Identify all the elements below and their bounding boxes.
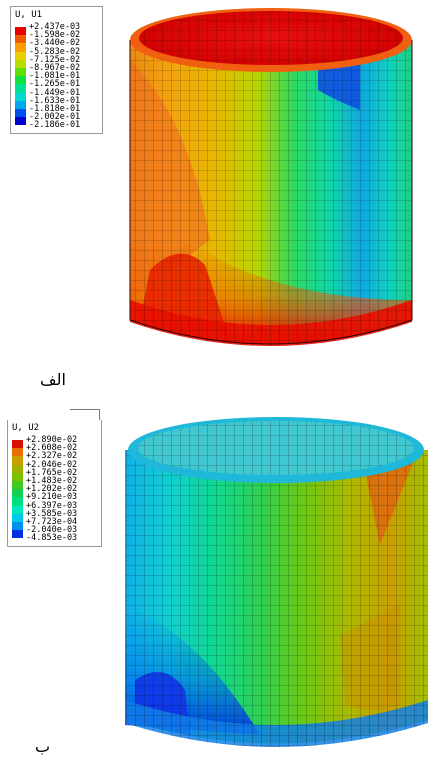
legend-value: -1.598e-02	[29, 30, 81, 41]
legend-value: -1.633e-01	[29, 95, 81, 106]
legend-value: -1.081e-01	[29, 71, 81, 82]
legend-value: -3.440e-02	[29, 38, 81, 49]
legend-value: -4.853e-03	[26, 533, 78, 544]
frame-line	[70, 409, 100, 410]
caption-b: ب	[35, 737, 51, 756]
legend-value: +2.437e-03	[29, 22, 81, 32]
legend-value: -2.002e-01	[29, 112, 81, 123]
legend-value: +9.210e-03	[26, 492, 78, 503]
legend-value: -1.265e-01	[29, 79, 81, 90]
legend-value: -1.818e-01	[29, 103, 81, 114]
cylinder-mesh-u2-icon	[125, 417, 428, 747]
legend-value: +2.046e-02	[26, 459, 78, 470]
legend-value: +1.483e-02	[26, 475, 78, 486]
legend-value: -2.186e-01	[29, 120, 81, 131]
legend-title: U, U2	[12, 423, 40, 433]
legend-value: +3.585e-03	[26, 508, 78, 519]
cylinder-mesh-u1-icon	[129, 8, 413, 346]
legend-value: +7.723e-04	[26, 516, 78, 527]
figure-a	[0, 0, 430, 360]
legend-value: -1.449e-01	[29, 87, 81, 98]
figure-b	[0, 405, 430, 765]
legend-value: -2.040e-03	[26, 525, 78, 536]
legend-value: +2.608e-02	[26, 443, 78, 454]
legend-value: -5.283e-02	[29, 46, 81, 57]
frame-line	[99, 409, 100, 427]
legend-color-bar	[12, 440, 23, 542]
legend-u1: U, U1 +2.437e-03 -1.598e-02 -3.440e-02 -…	[10, 6, 103, 135]
legend-value: -7.125e-02	[29, 54, 81, 65]
legend-value: +1.765e-02	[26, 467, 78, 478]
caption-a: الف	[40, 370, 66, 389]
legend-value: +2.890e-02	[26, 435, 78, 445]
legend-title: U, U1	[15, 10, 43, 20]
legend-value: -8.967e-02	[29, 62, 81, 73]
legend-value: +6.397e-03	[26, 500, 78, 511]
legend-value: +1.202e-02	[26, 484, 78, 495]
legend-color-bar	[15, 27, 26, 129]
legend-u2: U, U2 +2.890e-02 +2.608e-02 +2.327e-02 +…	[7, 420, 102, 548]
legend-value: +2.327e-02	[26, 451, 78, 462]
